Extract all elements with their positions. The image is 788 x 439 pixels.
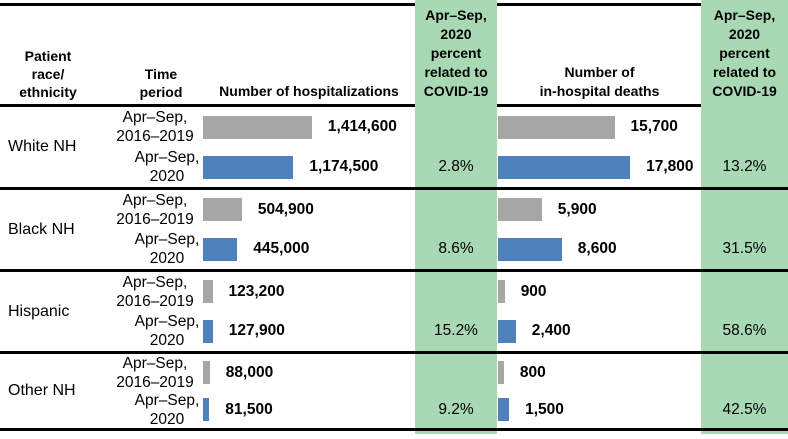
top-rule-middle-segment: [497, 3, 701, 6]
deaths-covid-pct-value: 58.6%: [722, 322, 767, 340]
deaths-value-prior: 15,700: [630, 118, 678, 135]
covid-period-row: Apr–Sep, 2020 1,174,500 2.8% 17,800 13.2…: [0, 147, 788, 187]
deaths-covid-pct-value: 31.5%: [722, 240, 767, 258]
green-column-deaths-covid-pct: [701, 0, 788, 434]
deaths-value-prior: 800: [519, 363, 546, 381]
time-period-label: Apr–Sep, 2020: [134, 391, 200, 428]
header-patient-race-ethnicity: Patient race/ ethnicity: [19, 48, 77, 100]
deaths-bar-2020: [498, 237, 562, 261]
deaths-value-2020: 8,600: [577, 240, 617, 258]
hospitalizations-value-2020: 445,000: [253, 240, 310, 258]
header-number-of-in-hospital-deaths: Number of in-hospital deaths: [539, 64, 660, 99]
time-period-label: Apr–Sep, 2020: [134, 149, 200, 185]
header-hosp-covid-percent: Apr–Sep, 2020 percent related to COVID-1…: [423, 7, 489, 99]
time-period-label: Apr–Sep, 2016–2019: [116, 191, 194, 228]
time-period-label: Apr–Sep, 2020: [134, 313, 200, 350]
deaths-bar-prior: [498, 361, 504, 384]
header-deaths-covid-percent: Apr–Sep, 2020 percent related to COVID-1…: [712, 7, 777, 99]
group-divider-2: [0, 269, 788, 272]
race-label: Black NH: [8, 220, 75, 238]
deaths-bar-prior: [498, 198, 542, 222]
hospitalizations-bar-prior: [203, 280, 213, 304]
green-column-hospitalizations-covid-pct: [415, 0, 497, 434]
deaths-covid-pct-value: 13.2%: [722, 158, 767, 175]
race-group-white-nh: White NH Apr–Sep, 2016–2019 1,414,600 15…: [0, 107, 788, 187]
covid-period-row: Apr–Sep, 2020 127,900 15.2% 2,400 58.6%: [0, 312, 788, 352]
hosp-covid-pct-value: 9.2%: [438, 400, 474, 418]
header-time-period: Time period: [139, 66, 183, 100]
prior-period-row: Apr–Sep, 2016–2019 1,414,600 15,700: [0, 107, 788, 147]
hospitalizations-value-prior: 1,414,600: [327, 118, 397, 135]
hospitalizations-bar-prior: [203, 115, 312, 139]
deaths-bar-prior: [498, 280, 505, 304]
header-number-of-hospitalizations: Number of hospitalizations: [219, 83, 399, 99]
deaths-value-2020: 17,800: [646, 158, 694, 175]
race-label: Hispanic: [8, 302, 70, 320]
hospitalizations-value-prior: 123,200: [228, 282, 285, 300]
header-rule-middle-segment: [497, 104, 701, 107]
hospitalizations-bar-prior: [203, 361, 210, 384]
hospitalizations-value-prior: 504,900: [257, 200, 314, 218]
hosp-covid-pct-value: 8.6%: [438, 240, 474, 258]
time-period-label: Apr–Sep, 2016–2019: [116, 273, 194, 310]
hospitalizations-bar-2020: [203, 319, 213, 343]
hospitalizations-bar-2020: [203, 237, 238, 261]
hospitalizations-bar-prior: [203, 198, 242, 222]
hospitalizations-bar-2020: [203, 155, 294, 179]
header-rule-left-segment: [0, 104, 415, 107]
hospitalizations-value-2020: 127,900: [228, 322, 285, 340]
race-label: Other NH: [8, 382, 76, 399]
prior-period-row: Apr–Sep, 2016–2019 123,200 900: [0, 272, 788, 312]
hospitalizations-bar-2020: [203, 398, 210, 421]
deaths-bar-2020: [498, 155, 631, 179]
hospitalizations-value-prior: 88,000: [225, 363, 274, 381]
deaths-value-prior: 5,900: [557, 200, 597, 218]
hosp-covid-pct-value: 15.2%: [434, 322, 478, 340]
group-divider-1: [0, 187, 788, 190]
prior-period-row: Apr–Sep, 2016–2019 504,900 5,900: [0, 190, 788, 230]
deaths-value-2020: 2,400: [531, 322, 571, 340]
deaths-value-2020: 1,500: [525, 400, 564, 418]
time-period-label: Apr–Sep, 2016–2019: [116, 354, 194, 391]
race-group-other-nh: Other NH Apr–Sep, 2016–2019 88,000 800 A…: [0, 354, 788, 428]
deaths-covid-pct-value: 42.5%: [722, 400, 767, 418]
time-period-label: Apr–Sep, 2020: [134, 231, 200, 268]
covid-period-row: Apr–Sep, 2020 445,000 8.6% 8,600 31.5%: [0, 230, 788, 270]
time-period-label: Apr–Sep, 2016–2019: [116, 109, 194, 145]
deaths-bar-2020: [498, 398, 510, 421]
bottom-rule: [0, 428, 788, 431]
top-rule-left-segment: [0, 3, 415, 6]
covid-period-row: Apr–Sep, 2020 81,500 9.2% 1,500 42.5%: [0, 391, 788, 428]
deaths-value-prior: 900: [520, 282, 547, 300]
deaths-bar-prior: [498, 115, 615, 139]
hosp-covid-pct-value: 2.8%: [438, 158, 474, 175]
hospitalizations-value-2020: 81,500: [225, 400, 273, 418]
race-label: White NH: [8, 138, 77, 155]
prior-period-row: Apr–Sep, 2016–2019 88,000 800: [0, 354, 788, 391]
hospitalizations-value-2020: 1,174,500: [309, 158, 379, 175]
race-group-hispanic: Hispanic Apr–Sep, 2016–2019 123,200 900 …: [0, 272, 788, 351]
group-divider-3: [0, 351, 788, 354]
deaths-bar-2020: [498, 319, 516, 343]
race-group-black-nh: Black NH Apr–Sep, 2016–2019 504,900 5,90…: [0, 190, 788, 269]
